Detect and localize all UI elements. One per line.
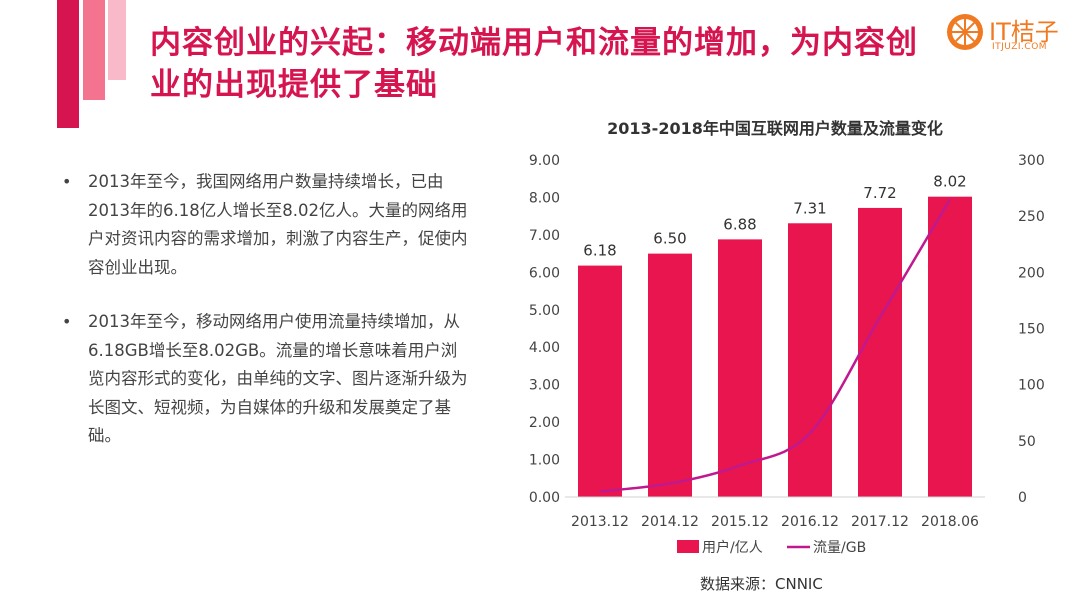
bar-value-label: 6.88: [723, 215, 756, 233]
bar-value-label: 7.31: [793, 199, 826, 217]
bullet-text: 2013年至今，我国网络用户数量持续增长，已由2013年的6.18亿人增长至8.…: [88, 172, 468, 277]
legend-label-users: 用户/亿人: [702, 539, 763, 556]
legend-swatch-bar: [677, 540, 699, 553]
left-axis-tick-label: 0.00: [529, 490, 560, 506]
bar: [858, 207, 902, 497]
left-axis-tick-label: 1.00: [529, 453, 560, 469]
bullet-item: • 2013年至今，移动网络用户使用流量持续增加，从6.18GB增长至8.02G…: [62, 308, 472, 451]
line-series-traffic: [599, 198, 952, 493]
bar: [718, 239, 762, 498]
bullet-list: • 2013年至今，我国网络用户数量持续增长，已由2013年的6.18亿人增长至…: [62, 168, 472, 451]
bar-value-label: 8.02: [933, 173, 966, 191]
chart-title: 2013-2018年中国互联网用户数量及流量变化: [607, 119, 943, 138]
left-axis-tick-label: 5.00: [529, 303, 560, 319]
left-axis-tick-label: 3.00: [529, 378, 560, 394]
right-axis-tick-label: 0: [1018, 490, 1027, 506]
combo-chart: 2013-2018年中国互联网用户数量及流量变化 0.00 1.00 2.00 3.00…: [529, 119, 1045, 556]
left-axis-tick-label: 9.00: [529, 153, 560, 169]
decor-bar-dark: [57, 0, 79, 128]
x-axis-tick-label: 2017.12: [851, 514, 909, 530]
legend-label-traffic: 流量/GB: [813, 540, 866, 556]
left-axis-tick-label: 2.00: [529, 415, 560, 431]
bullet-dot-icon: •: [62, 172, 72, 191]
bullet-item: • 2013年至今，我国网络用户数量持续增长，已由2013年的6.18亿人增长至…: [62, 168, 472, 282]
right-axis-tick-label: 200: [1018, 265, 1045, 281]
x-axis-tick-label: 2015.12: [711, 514, 769, 530]
left-axis-tick-label: 6.00: [529, 265, 560, 281]
right-axis-tick-label: 50: [1018, 434, 1036, 450]
x-axis-tick-label: 2013.12: [571, 514, 629, 530]
x-axis-tick-label: 2014.12: [641, 514, 699, 530]
right-axis-tick-label: 100: [1018, 378, 1045, 394]
bar: [928, 196, 972, 497]
logo-text: IT桔子: [989, 18, 1059, 46]
bullet-text: 2013年至今，移动网络用户使用流量持续增加，从6.18GB增长至8.02GB。…: [88, 312, 468, 445]
right-axis-tick-label: 250: [1018, 209, 1045, 225]
bar: [578, 265, 622, 497]
data-source: 数据来源：CNNIC: [700, 575, 823, 593]
logo: IT桔子 ITJUZI.COM: [945, 10, 1070, 58]
bar: [788, 223, 832, 497]
bar: [648, 253, 692, 497]
left-axis-tick-label: 4.00: [529, 340, 560, 356]
logo-subtext: ITJUZI.COM: [992, 42, 1048, 52]
decor-bar-light: [108, 0, 126, 80]
decor-bar-mid: [83, 0, 105, 100]
slide-title: 内容创业的兴起：移动端用户和流量的增加，为内容创业的出现提供了基础: [150, 25, 918, 103]
bar-value-label: 7.72: [863, 184, 896, 202]
orange-slice-icon: [947, 14, 983, 50]
bar-value-label: 6.50: [653, 230, 686, 248]
x-axis-tick-label: 2018.06: [921, 514, 979, 530]
right-axis-tick-label: 150: [1018, 322, 1045, 338]
left-axis-tick-label: 7.00: [529, 228, 560, 244]
bar-value-label: 6.18: [583, 242, 616, 260]
right-axis-tick-label: 300: [1018, 153, 1045, 169]
bullet-dot-icon: •: [62, 312, 72, 331]
x-axis-tick-label: 2016.12: [781, 514, 839, 530]
left-axis-tick-label: 8.00: [529, 190, 560, 206]
